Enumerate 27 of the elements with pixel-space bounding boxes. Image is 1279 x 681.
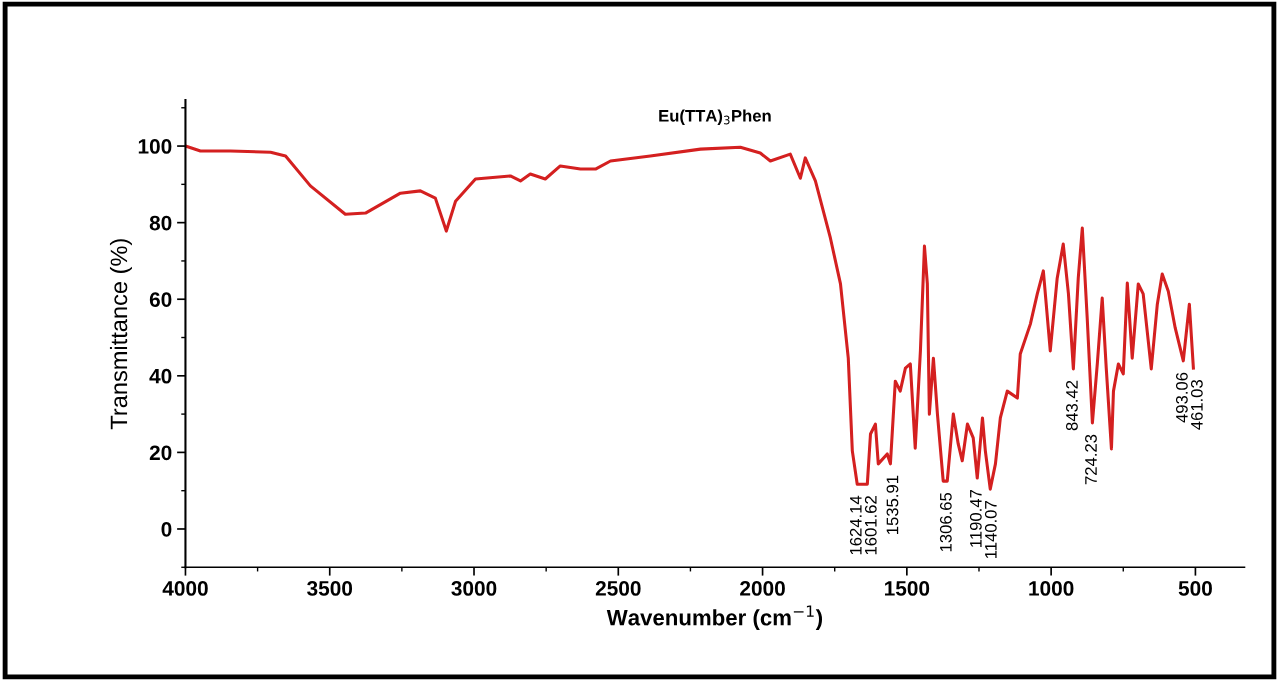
annotation: 724.23 [1085,434,1097,485]
x-tick-label: 2500 [595,581,641,596]
y-tick-label: 100 [138,139,172,154]
x-tick-label: 3000 [451,581,497,596]
y-tick-label: 0 [161,521,172,537]
y-tick-label: 20 [149,445,172,461]
y-tick-label: 60 [149,292,172,307]
annotation: 1190.47 [969,489,982,547]
y-axis-title: Transmittance (%) [109,239,132,430]
annotation: 493.06 [1175,372,1188,423]
x-tick-label: 1000 [1029,581,1074,596]
annotation: 1535.91 [886,475,899,534]
x-axis-title: Wavenumber (cm$^{−1}$) [606,605,823,630]
x-tick-label: 2000 [740,581,785,596]
annotation: 461.03 [1190,379,1203,430]
annotation: 1306.65 [939,492,952,552]
x-tick-label: 4000 [162,581,208,596]
y-tick-label: 80 [149,215,172,231]
y-tick-label: 40 [149,368,172,384]
x-tick-label: 1500 [884,581,930,596]
annotation: 1601.62 [864,496,877,555]
annotation: 1140.07 [984,501,997,559]
x-tick-label: 3500 [307,581,353,596]
annotation: 843.42 [1066,380,1078,431]
text: Eu(TTA)$_{3}$Phen [659,109,771,125]
annotation: 1624.14 [849,495,862,555]
x-tick-label: 500 [1178,581,1212,596]
